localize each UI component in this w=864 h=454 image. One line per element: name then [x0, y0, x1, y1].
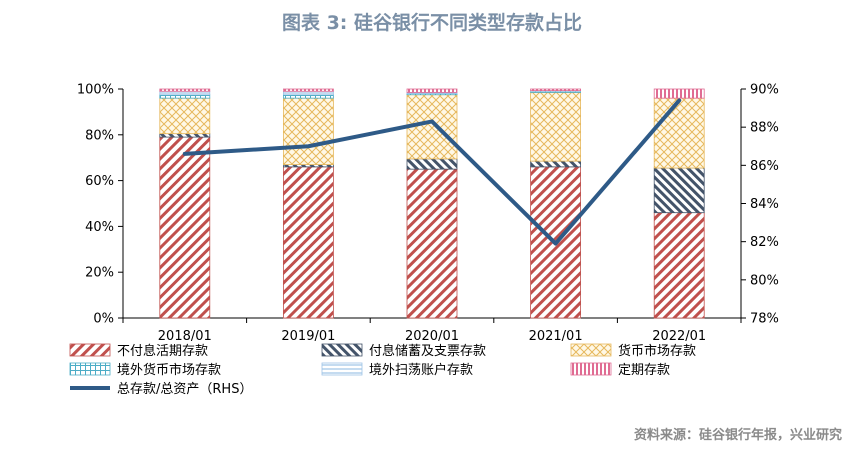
x-tick-label: 2018/01 [158, 329, 212, 344]
bar-nonInterest [653, 212, 705, 319]
legend-swatch-interest [321, 343, 363, 357]
bar-nonInterest [282, 166, 334, 319]
right-tick-label: 84% [750, 197, 779, 212]
left-tick-label: 40% [85, 220, 114, 235]
legend-swatch-foreignMM [69, 362, 111, 376]
legend-label-nonInterest: 不付息活期存款 [117, 343, 208, 359]
left-tick-label: 80% [85, 128, 114, 143]
legend-label-moneyMarket: 货币市场存款 [618, 343, 696, 359]
figure-title: 图表 3: 硅谷银行不同类型存款占比 [281, 12, 583, 34]
left-tick-label: 100% [77, 83, 114, 98]
source-note: 资料来源：硅谷银行年报，兴业研究 [633, 428, 842, 443]
bar-moneyMarket [159, 97, 211, 135]
bar-foreignMM [282, 94, 334, 99]
bar-time [159, 88, 211, 92]
bar-moneyMarket [653, 97, 705, 169]
left-tick-label: 60% [85, 174, 114, 189]
bar-foreignMM [159, 94, 211, 99]
legend-label-sweep: 境外扫荡账户存款 [369, 362, 473, 378]
legend-label-foreignMM: 境外货币市场存款 [117, 362, 221, 378]
legend-swatch-moneyMarket [570, 343, 612, 357]
bar-interest [159, 133, 211, 138]
bar-time [406, 88, 458, 93]
bar-nonInterest [159, 136, 211, 319]
left-tick-label: 20% [85, 266, 114, 281]
bar-sweep [282, 90, 334, 96]
legend-label-time: 定期存款 [618, 363, 670, 378]
bar-sweep [159, 90, 211, 96]
bar-time [530, 88, 581, 92]
right-tick-label: 86% [750, 159, 779, 174]
bar-time [282, 88, 334, 92]
legend-swatch-time [570, 362, 612, 376]
legend-swatch-sweep [321, 362, 363, 376]
bar-nonInterest [406, 168, 458, 319]
bar-moneyMarket [530, 92, 581, 162]
right-tick-label: 82% [750, 235, 779, 250]
x-tick-label: 2019/01 [281, 329, 335, 344]
x-tick-label: 2022/01 [652, 329, 706, 344]
right-tick-label: 90% [750, 83, 779, 98]
left-tick-label: 0% [93, 312, 114, 327]
right-tick-label: 80% [750, 273, 779, 288]
legend-label-line: 总存款/总资产（RHS） [117, 382, 252, 397]
x-tick-label: 2020/01 [405, 329, 459, 344]
bar-interest [406, 158, 458, 170]
bar-interest [530, 160, 581, 168]
bar-interest [653, 167, 705, 214]
x-tick-label: 2021/01 [529, 329, 583, 344]
bar-time [653, 88, 705, 99]
legend-label-interest: 付息储蓄及支票存款 [369, 343, 486, 359]
right-tick-label: 78% [750, 312, 779, 327]
legend-swatch-nonInterest [69, 343, 111, 357]
bar-moneyMarket [282, 97, 334, 165]
right-tick-label: 88% [750, 121, 779, 136]
